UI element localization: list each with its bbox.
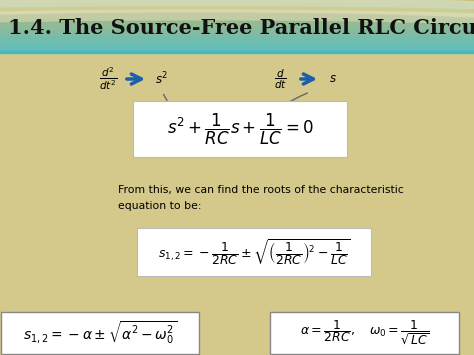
Text: 1.4. The Source-Free Parallel RLC Circuits: 1.4. The Source-Free Parallel RLC Circui…: [8, 18, 474, 38]
Text: $\alpha = \dfrac{1}{2RC}, \quad \omega_0 = \dfrac{1}{\sqrt{LC}}$: $\alpha = \dfrac{1}{2RC}, \quad \omega_0…: [300, 319, 430, 347]
Text: $\dfrac{d^2}{dt^2}$: $\dfrac{d^2}{dt^2}$: [99, 66, 117, 92]
Bar: [0, 9, 474, 10]
Bar: [0, 22, 474, 24]
Bar: [0, 35, 474, 37]
Bar: [0, 31, 474, 33]
Text: $\dfrac{d}{dt}$: $\dfrac{d}{dt}$: [273, 67, 286, 91]
FancyBboxPatch shape: [271, 312, 459, 354]
Text: $s_{1,2} = -\alpha \pm \sqrt{\alpha^2 - \omega_0^2}$: $s_{1,2} = -\alpha \pm \sqrt{\alpha^2 - …: [23, 320, 177, 346]
Text: $s_{1,2} = -\dfrac{1}{2RC} \pm \sqrt{\left(\dfrac{1}{2RC}\right)^2 - \dfrac{1}{L: $s_{1,2} = -\dfrac{1}{2RC} \pm \sqrt{\le…: [157, 237, 350, 267]
Bar: [0, 24, 474, 26]
Bar: [0, 42, 474, 43]
Bar: [0, 14, 474, 16]
FancyBboxPatch shape: [137, 228, 371, 276]
Bar: [0, 26, 474, 28]
Text: $s^2$: $s^2$: [155, 71, 169, 87]
Bar: [0, 2, 474, 4]
Bar: [0, 16, 474, 17]
Text: $s$: $s$: [329, 72, 337, 86]
Bar: [0, 40, 474, 42]
Bar: [0, 5, 474, 7]
Bar: [0, 50, 474, 52]
Bar: [0, 29, 474, 31]
Bar: [0, 28, 474, 29]
Bar: [0, 33, 474, 35]
FancyBboxPatch shape: [0, 312, 200, 354]
Bar: [0, 45, 474, 47]
Bar: [0, 21, 474, 22]
Bar: [0, 37, 474, 38]
Bar: [0, 49, 474, 50]
Bar: [0, 43, 474, 45]
Text: $s^2 + \dfrac{1}{RC}s + \dfrac{1}{LC} = 0$: $s^2 + \dfrac{1}{RC}s + \dfrac{1}{LC} = …: [166, 111, 313, 147]
Bar: [0, 19, 474, 21]
Bar: [0, 4, 474, 5]
Bar: [0, 17, 474, 19]
FancyBboxPatch shape: [133, 101, 347, 157]
Bar: [0, 12, 474, 14]
Bar: [0, 7, 474, 9]
Bar: [0, 47, 474, 49]
Bar: [0, 38, 474, 40]
Text: From this, we can find the roots of the characteristic
equation to be:: From this, we can find the roots of the …: [118, 185, 404, 211]
Bar: [0, 10, 474, 12]
Bar: [0, 0, 474, 2]
